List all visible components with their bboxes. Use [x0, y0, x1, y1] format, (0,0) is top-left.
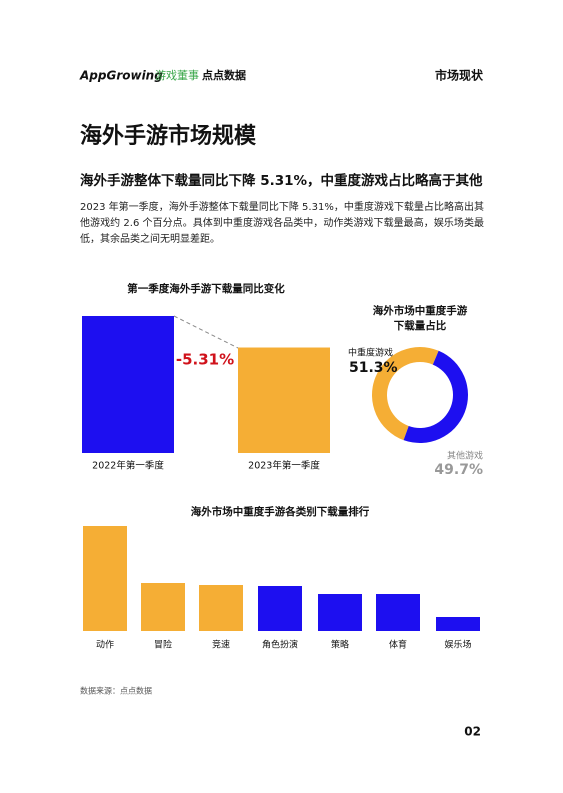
section-label: 市场现状 — [435, 68, 484, 83]
category-label: 策略 — [331, 639, 349, 651]
category-label: 体育 — [389, 639, 407, 651]
chart-title: 第一季度海外手游下载量同比变化 — [127, 282, 285, 295]
bar — [83, 526, 127, 631]
category-label: 竞速 — [212, 639, 230, 651]
bar — [436, 617, 480, 631]
slice-label: 其他游戏 — [447, 450, 483, 462]
logo: 游戏董事 — [155, 69, 199, 82]
bar — [141, 583, 185, 631]
chart-title: 海外市场中重度手游各类别下载量排行 — [191, 505, 370, 518]
category-label: 动作 — [96, 639, 114, 651]
bar — [199, 585, 243, 631]
category-label: 冒险 — [154, 639, 172, 651]
body-text: 2023 年第一季度，海外手游整体下载量同比下降 5.31%，中重度游戏下载量占… — [80, 202, 484, 245]
slice-value: 49.7% — [434, 462, 483, 478]
chart-title: 海外市场中重度手游 — [373, 304, 468, 317]
bar — [238, 347, 330, 453]
chart-title: 下载量占比 — [394, 319, 447, 332]
category-label: 2023年第一季度 — [248, 460, 320, 472]
connector — [173, 315, 239, 349]
category-label: 2022年第一季度 — [92, 460, 164, 472]
category-label: 角色扮演 — [262, 639, 298, 651]
donut-slice — [403, 350, 468, 443]
bar — [376, 594, 420, 631]
bar — [82, 316, 174, 453]
page-title: 海外手游市场规模 — [80, 123, 257, 149]
slice-label: 中重度游戏 — [348, 347, 393, 359]
subtitle: 海外手游整体下载量同比下降 5.31%，中重度游戏占比略高于其他 — [80, 172, 483, 189]
source: 数据来源：点点数据 — [80, 686, 152, 696]
slice-value: 51.3% — [349, 360, 398, 376]
annotation: -5.31% — [176, 351, 234, 369]
category-label: 娱乐场 — [444, 639, 471, 651]
bar — [258, 586, 302, 631]
logo: 点点数据 — [202, 68, 246, 82]
page-number: 02 — [464, 725, 481, 739]
bar — [318, 594, 362, 631]
logo: AppGrowing — [79, 69, 163, 83]
donut-slice — [371, 346, 439, 441]
